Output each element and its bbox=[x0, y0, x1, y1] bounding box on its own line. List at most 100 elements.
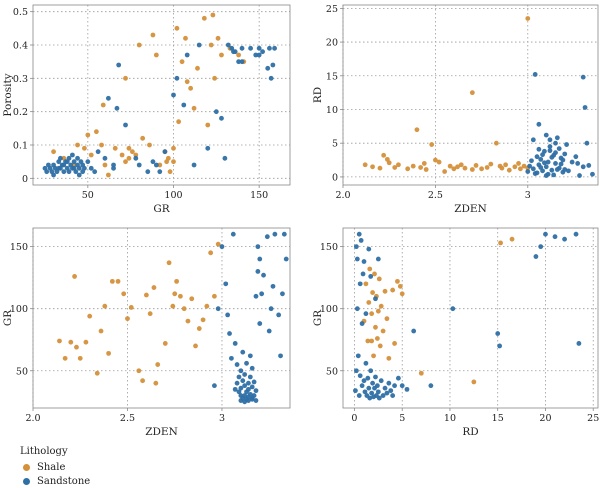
data-point-shale bbox=[184, 79, 190, 85]
data-point-sandstone bbox=[363, 360, 369, 366]
data-point-shale bbox=[123, 75, 128, 81]
data-point-sandstone bbox=[554, 135, 560, 141]
data-point-shale bbox=[215, 35, 221, 41]
data-point-shale bbox=[377, 343, 383, 349]
data-point-sandstone bbox=[256, 45, 262, 51]
data-point-sandstone bbox=[246, 386, 251, 392]
data-point-sandstone bbox=[388, 388, 394, 394]
data-point-sandstone bbox=[162, 149, 168, 155]
x-tick-label: 2.5 bbox=[428, 190, 443, 201]
data-point-shale bbox=[172, 291, 178, 297]
y-tick-label: 25 bbox=[326, 4, 338, 15]
data-point-shale bbox=[174, 25, 180, 31]
data-point-sandstone bbox=[538, 165, 544, 170]
data-point-sandstone bbox=[543, 173, 549, 178]
legend-marker-sandstone bbox=[23, 477, 30, 485]
data-point-sandstone bbox=[247, 374, 253, 380]
data-point-sandstone bbox=[529, 158, 534, 164]
data-point-sandstone bbox=[359, 321, 365, 326]
data-point-sandstone bbox=[240, 349, 246, 355]
data-point-shale bbox=[188, 85, 194, 91]
data-point-sandstone bbox=[171, 92, 176, 98]
y-axis-label: Porosity bbox=[2, 73, 14, 116]
data-point-shale bbox=[93, 129, 99, 135]
data-point-shale bbox=[119, 152, 125, 158]
data-point-sandstone bbox=[157, 169, 163, 175]
data-point-sandstone bbox=[353, 368, 359, 374]
legend-label-sandstone: Sandstone bbox=[37, 475, 91, 487]
data-point-sandstone bbox=[66, 169, 72, 175]
data-point-shale bbox=[392, 165, 398, 170]
data-point-shale bbox=[462, 165, 468, 171]
data-point-shale bbox=[509, 236, 515, 242]
data-point-shale bbox=[525, 16, 531, 21]
data-point-sandstone bbox=[232, 386, 238, 392]
data-point-sandstone bbox=[527, 163, 533, 169]
data-point-sandstone bbox=[564, 142, 569, 147]
data-point-shale bbox=[125, 316, 130, 322]
data-point-sandstone bbox=[366, 246, 372, 252]
data-point-shale bbox=[166, 260, 172, 266]
data-point-shale bbox=[488, 161, 494, 167]
data-point-sandstone bbox=[575, 161, 581, 166]
y-tick-label: 0 bbox=[332, 172, 338, 183]
data-point-shale bbox=[503, 162, 509, 168]
data-point-shale bbox=[469, 90, 475, 96]
data-point-sandstone bbox=[280, 291, 285, 297]
data-point-sandstone bbox=[264, 234, 270, 240]
data-point-shale bbox=[77, 355, 83, 361]
data-point-sandstone bbox=[231, 49, 236, 55]
data-point-shale bbox=[208, 250, 214, 256]
data-point-sandstone bbox=[547, 137, 553, 143]
data-point-sandstone bbox=[547, 148, 553, 154]
data-point-sandstone bbox=[234, 380, 240, 386]
data-point-sandstone bbox=[85, 159, 91, 165]
data-point-sandstone bbox=[105, 95, 111, 101]
data-point-sandstone bbox=[225, 42, 231, 48]
data-point-sandstone bbox=[232, 341, 238, 346]
data-point-sandstone bbox=[357, 373, 363, 379]
data-point-shale bbox=[200, 317, 206, 323]
data-point-sandstone bbox=[562, 167, 568, 172]
x-tick-label: 15 bbox=[492, 413, 504, 424]
data-point-sandstone bbox=[553, 150, 558, 156]
data-point-sandstone bbox=[256, 52, 262, 58]
data-point-sandstone bbox=[357, 281, 363, 287]
data-point-sandstone bbox=[551, 172, 557, 178]
data-point-sandstone bbox=[71, 165, 77, 171]
data-point-sandstone bbox=[428, 383, 434, 389]
chart-panel-1: 50 100 150 0 0.1 0.2 0.3 0.4 0.5 GR Porosity bbox=[2, 4, 291, 215]
data-point-shale bbox=[517, 166, 523, 172]
data-point-shale bbox=[376, 276, 382, 282]
data-point-sandstone bbox=[376, 395, 382, 401]
data-point-sandstone bbox=[196, 42, 202, 48]
data-point-shale bbox=[82, 145, 87, 151]
data-point-shale bbox=[191, 105, 197, 111]
y-axis-label: RD bbox=[312, 87, 324, 103]
data-point-sandstone bbox=[367, 395, 373, 401]
data-point-shale bbox=[136, 368, 142, 374]
data-point-sandstone bbox=[240, 378, 246, 384]
data-point-shale bbox=[74, 344, 79, 350]
data-point-sandstone bbox=[525, 169, 531, 174]
data-point-shale bbox=[87, 313, 93, 319]
data-point-sandstone bbox=[111, 165, 116, 171]
data-point-sandstone bbox=[360, 271, 366, 277]
data-point-sandstone bbox=[114, 105, 120, 111]
data-point-sandstone bbox=[276, 312, 282, 318]
data-point-shale bbox=[386, 355, 392, 361]
data-point-sandstone bbox=[373, 296, 378, 302]
data-point-sandstone bbox=[71, 159, 77, 165]
data-point-sandstone bbox=[573, 231, 579, 237]
data-point-shale bbox=[171, 159, 176, 165]
data-point-sandstone bbox=[375, 389, 381, 395]
data-point-sandstone bbox=[246, 380, 251, 386]
data-point-shale bbox=[512, 164, 518, 170]
data-point-sandstone bbox=[549, 154, 555, 160]
y-tick-label: 15 bbox=[326, 71, 338, 82]
data-point-shale bbox=[215, 241, 221, 247]
data-point-shale bbox=[382, 288, 388, 294]
y-tick-label: 150 bbox=[320, 242, 338, 253]
data-point-sandstone bbox=[373, 374, 378, 380]
